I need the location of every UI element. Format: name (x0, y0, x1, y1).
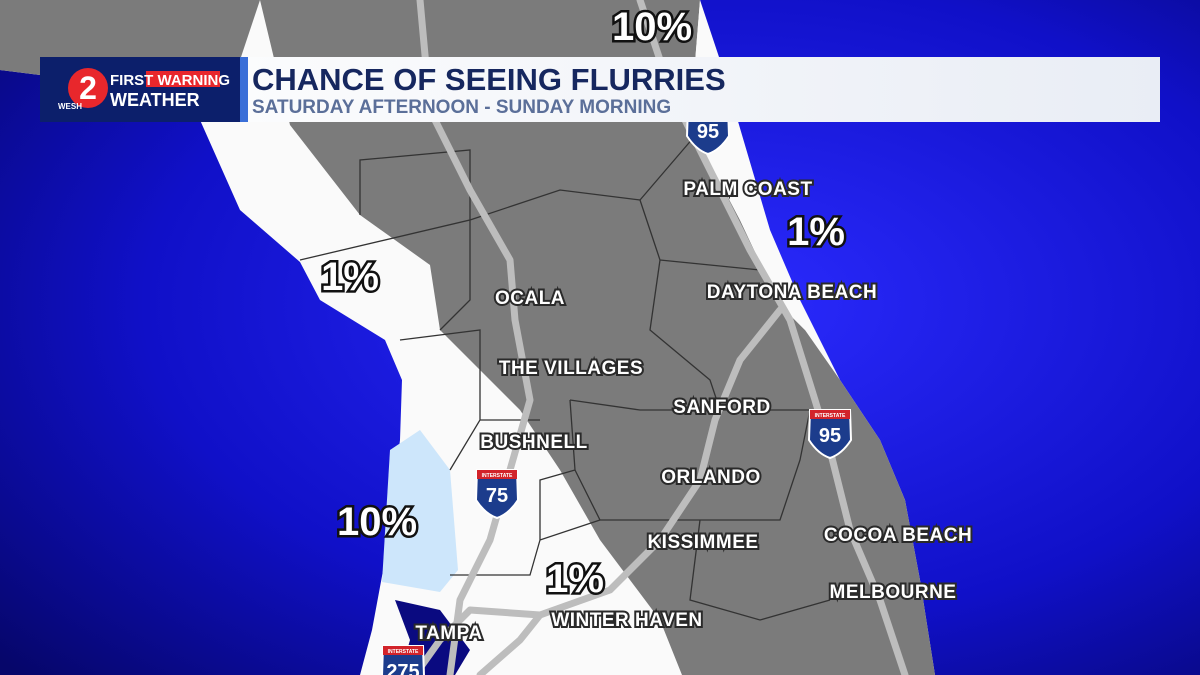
city-label: ORLANDO (661, 467, 761, 488)
shield-top (477, 470, 517, 479)
city-label: BUSHNELL (480, 432, 587, 453)
city-label: TAMPA (415, 623, 482, 644)
logo-line2: WEATHER (110, 90, 200, 110)
city-label: WINTER HAVEN (551, 610, 702, 631)
shield-top-label: INTERSTATE (815, 413, 846, 419)
shield-top (383, 646, 423, 655)
shield-top-label: INTERSTATE (388, 649, 419, 655)
shield-top-label: INTERSTATE (482, 473, 513, 479)
banner-accent (240, 57, 248, 122)
shield-number: 275 (386, 661, 419, 675)
chance-label: 1% (546, 557, 604, 601)
chance-label: 1% (787, 210, 845, 254)
chance-label: 1% (321, 255, 379, 299)
city-label: COCOA BEACH (824, 525, 972, 546)
city-label: SANFORD (673, 397, 770, 418)
logo-circle (68, 68, 108, 108)
city-label: MELBOURNE (830, 582, 957, 603)
shield-number: 95 (697, 121, 719, 143)
city-label: PALM COAST (683, 179, 812, 200)
interstate-shield: INTERSTATE 75 (474, 469, 520, 520)
light-blue-zone (382, 430, 458, 592)
warning-box (146, 71, 220, 87)
shield-number: 95 (819, 425, 841, 447)
shield-body (807, 409, 853, 460)
city-label: THE VILLAGES (499, 358, 643, 379)
interstate-shield: INTERSTATE 275 (381, 645, 425, 675)
city-label: DAYTONA BEACH (707, 282, 878, 303)
interstate-shield: INTERSTATE 95 (807, 409, 853, 460)
shield-top (810, 410, 850, 419)
title: CHANCE OF SEEING FLURRIES (252, 62, 726, 97)
logo-line1: FIRST WARNING (110, 72, 230, 89)
shield-number: 75 (486, 485, 508, 507)
city-label: KISSIMMEE (647, 532, 758, 553)
logo-number: 2 (79, 70, 97, 106)
chance-label: 10% (612, 5, 692, 49)
subtitle: SATURDAY AFTERNOON - SUNDAY MORNING (252, 97, 671, 118)
gray-zone (260, 0, 935, 675)
city-label: OCALA (495, 288, 565, 309)
shield-body (474, 469, 520, 520)
chance-label: 10% (337, 500, 417, 544)
logo-station: WESH (58, 102, 82, 111)
